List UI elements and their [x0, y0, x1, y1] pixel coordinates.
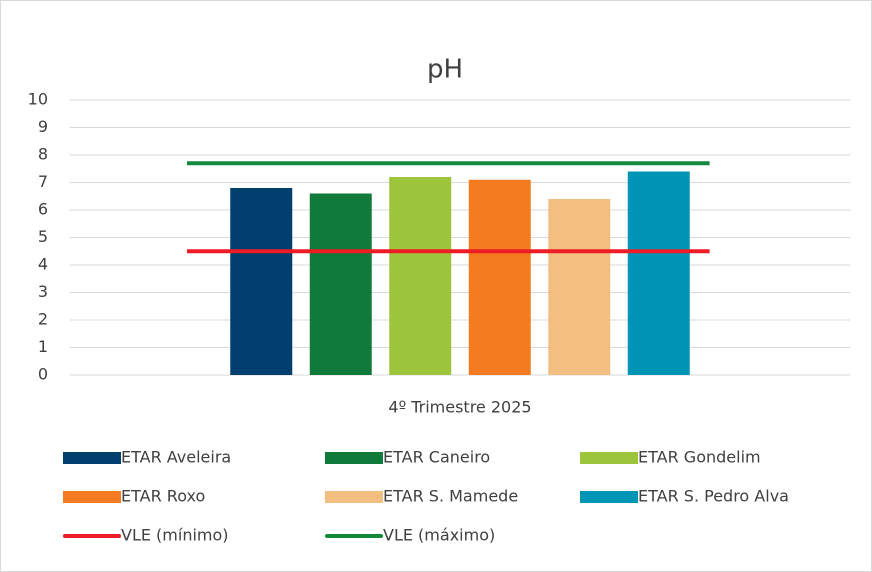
legend-label: ETAR Roxo — [121, 487, 205, 506]
y-tick-label: 4 — [38, 255, 48, 274]
legend-swatch — [325, 452, 383, 464]
legend-label: ETAR Aveleira — [121, 448, 231, 467]
bar — [548, 199, 611, 375]
y-tick-label: 6 — [38, 200, 48, 219]
legend-swatch — [63, 452, 121, 464]
legend-swatch — [580, 452, 638, 464]
legend-label: ETAR Gondelim — [638, 448, 761, 467]
legend-swatch — [325, 491, 383, 503]
legend-label: ETAR S. Mamede — [383, 487, 518, 506]
bar — [309, 193, 372, 375]
bar — [230, 188, 293, 375]
y-tick-label: 7 — [38, 172, 48, 191]
legend-label: ETAR S. Pedro Alva — [638, 487, 789, 506]
y-tick-label: 9 — [38, 117, 48, 136]
bar — [627, 171, 690, 375]
chart-title: pH — [427, 55, 463, 85]
bar — [468, 179, 531, 375]
y-tick-label: 1 — [38, 337, 48, 356]
y-tick-label: 2 — [38, 310, 48, 329]
legend-label: VLE (máximo) — [383, 526, 495, 545]
y-tick-label: 5 — [38, 227, 48, 246]
legend-label: VLE (mínimo) — [121, 526, 229, 545]
y-tick-label: 8 — [38, 145, 48, 164]
y-tick-label: 10 — [28, 90, 48, 109]
y-tick-label: 3 — [38, 282, 48, 301]
legend-label: ETAR Caneiro — [383, 448, 490, 467]
legend-swatch — [580, 491, 638, 503]
bar — [389, 177, 452, 375]
x-tick-label: 4º Trimestre 2025 — [388, 398, 531, 417]
y-tick-label: 0 — [38, 365, 48, 384]
legend-swatch — [63, 491, 121, 503]
